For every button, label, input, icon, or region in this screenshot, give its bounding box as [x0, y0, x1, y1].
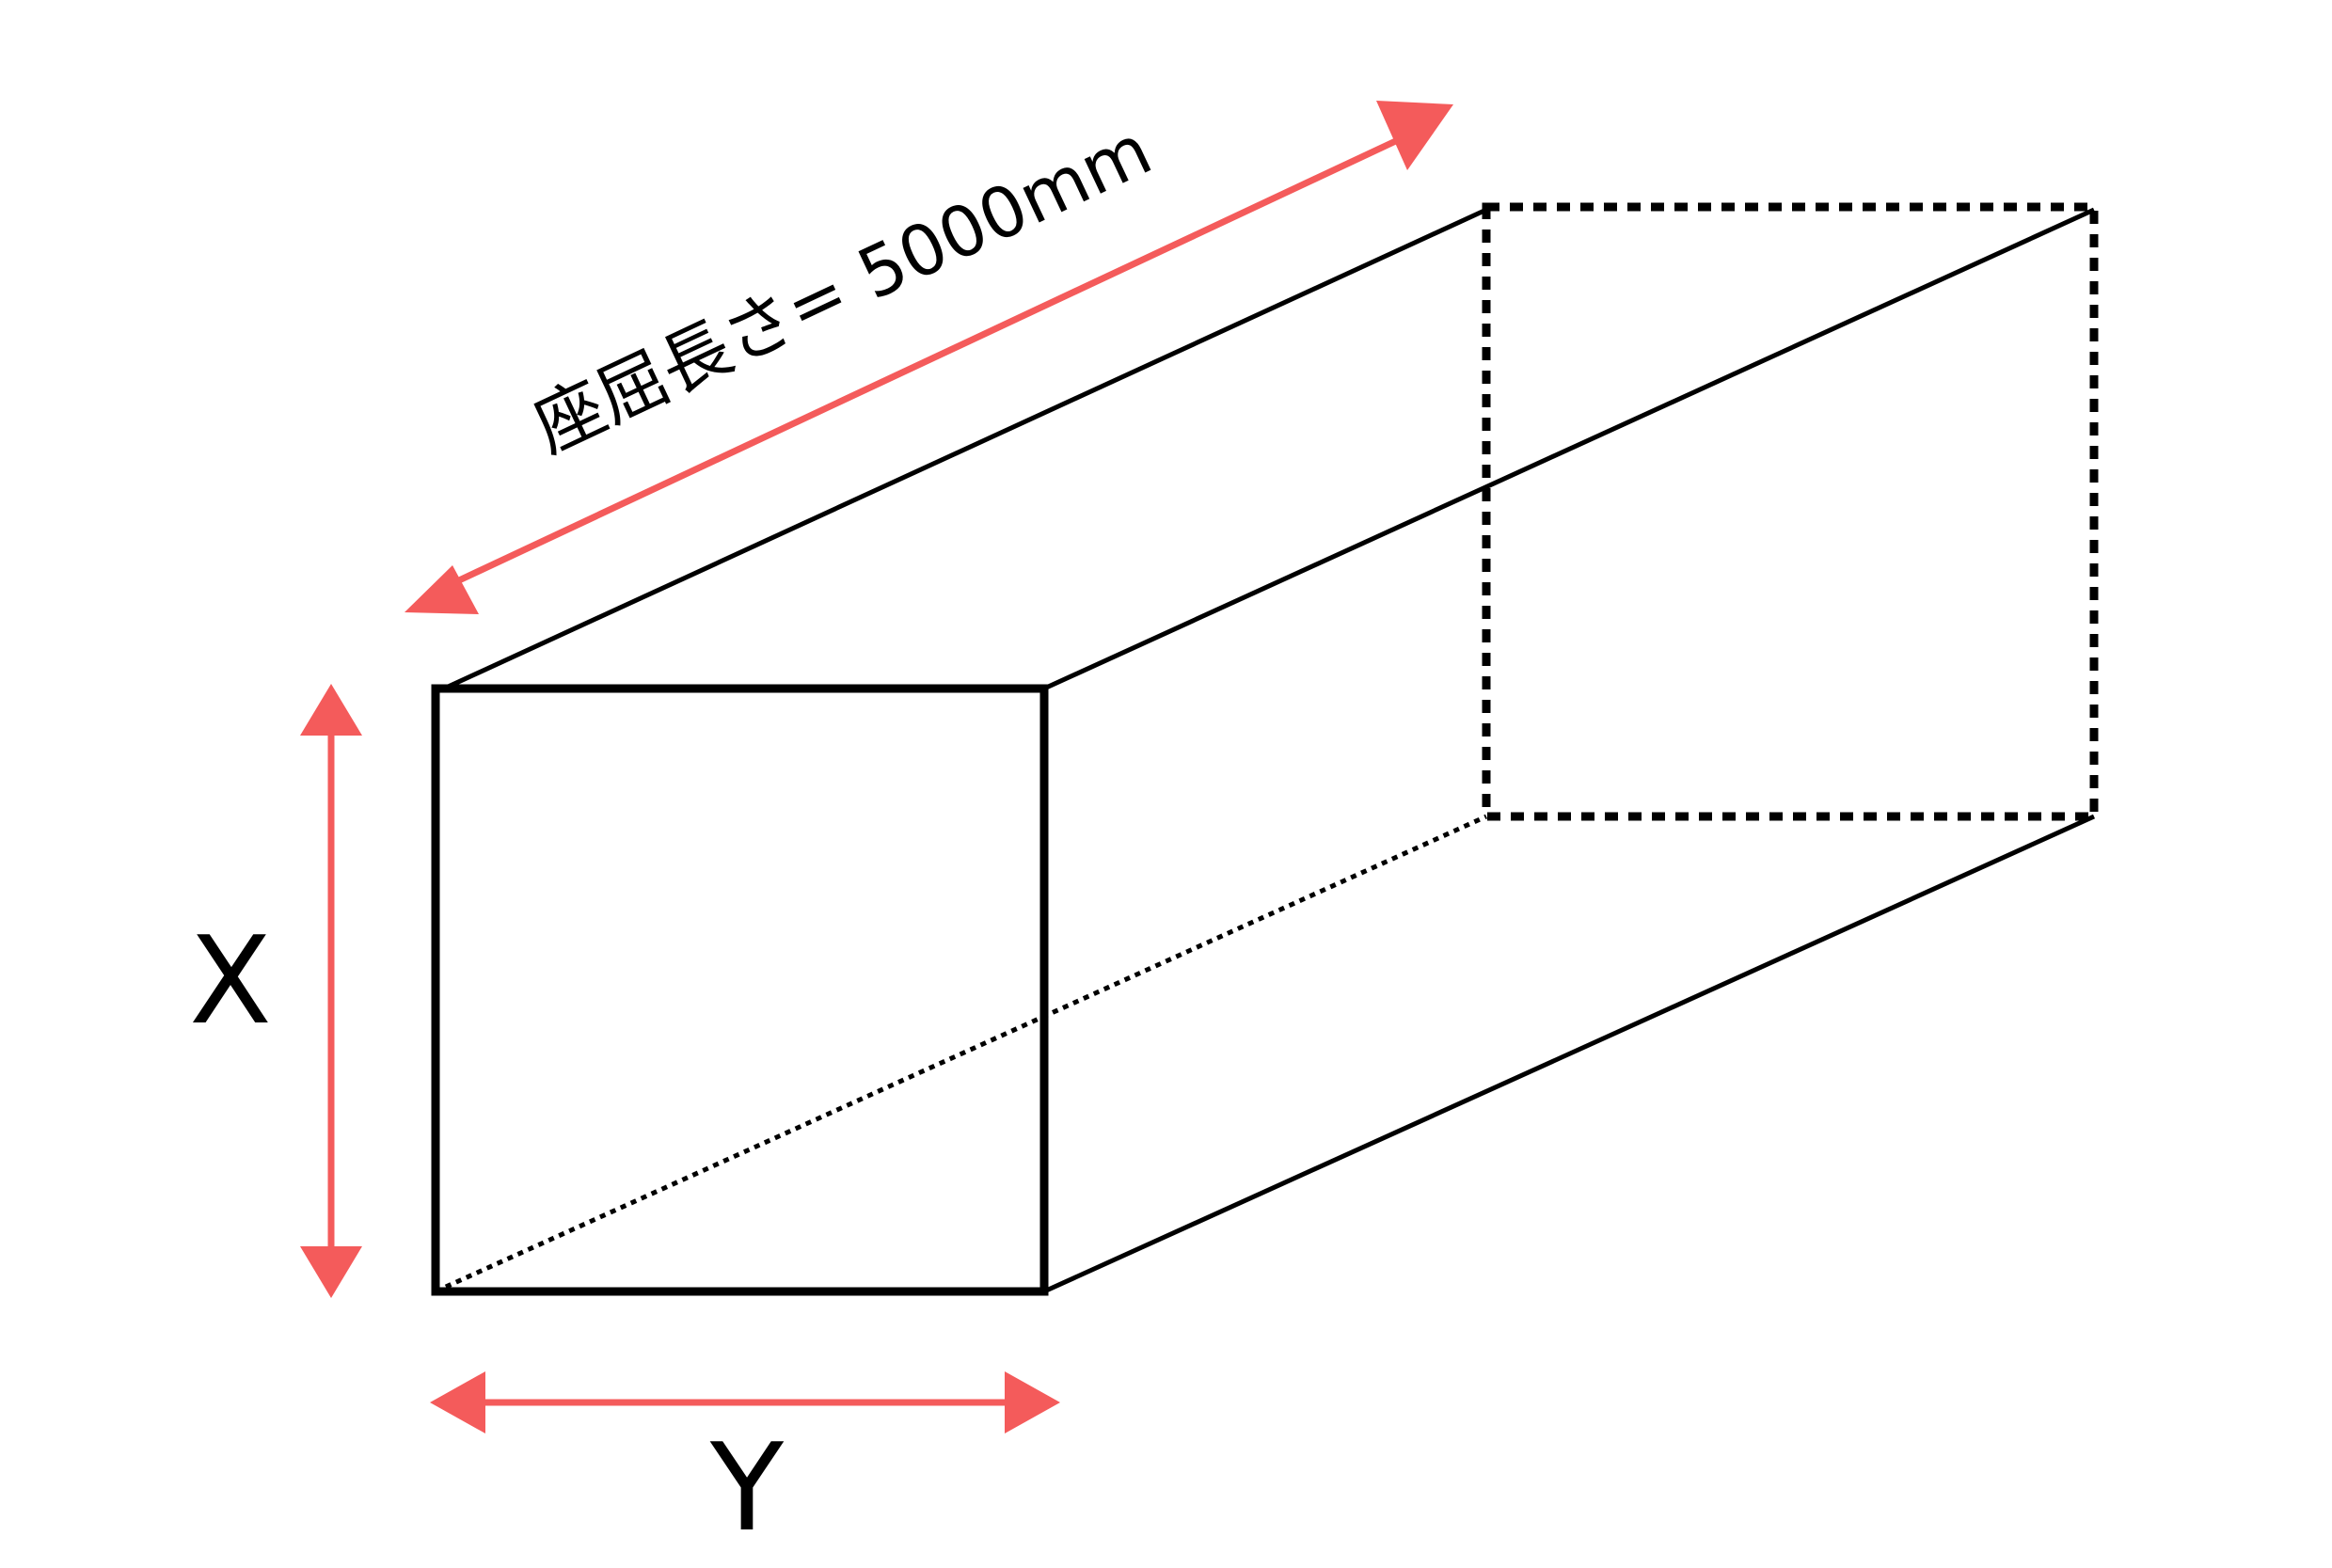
buckling-arrow-head-end — [1376, 101, 1453, 170]
y-dimension-label: Y — [709, 1418, 785, 1559]
x-dimension-label: X — [189, 911, 272, 1052]
y-arrow-head-left — [430, 1371, 485, 1433]
bottom-right-receding-edge — [1042, 814, 2096, 1294]
top-left-receding-edge — [442, 207, 1488, 691]
y-dimension-arrow — [430, 1371, 1060, 1433]
y-arrow-head-right — [1005, 1371, 1060, 1433]
buckling-arrow-head-start — [405, 565, 479, 614]
back-face — [1482, 202, 2099, 821]
buckling-length-arrow — [405, 101, 1453, 614]
x-arrow-head-top — [300, 684, 362, 736]
x-arrow-head-bottom — [300, 1246, 362, 1298]
x-dimension-arrow — [300, 684, 362, 1298]
front-face — [431, 684, 1049, 1296]
top-right-receding-edge — [1042, 207, 2096, 691]
hidden-edge-bottom-left — [434, 814, 1488, 1294]
